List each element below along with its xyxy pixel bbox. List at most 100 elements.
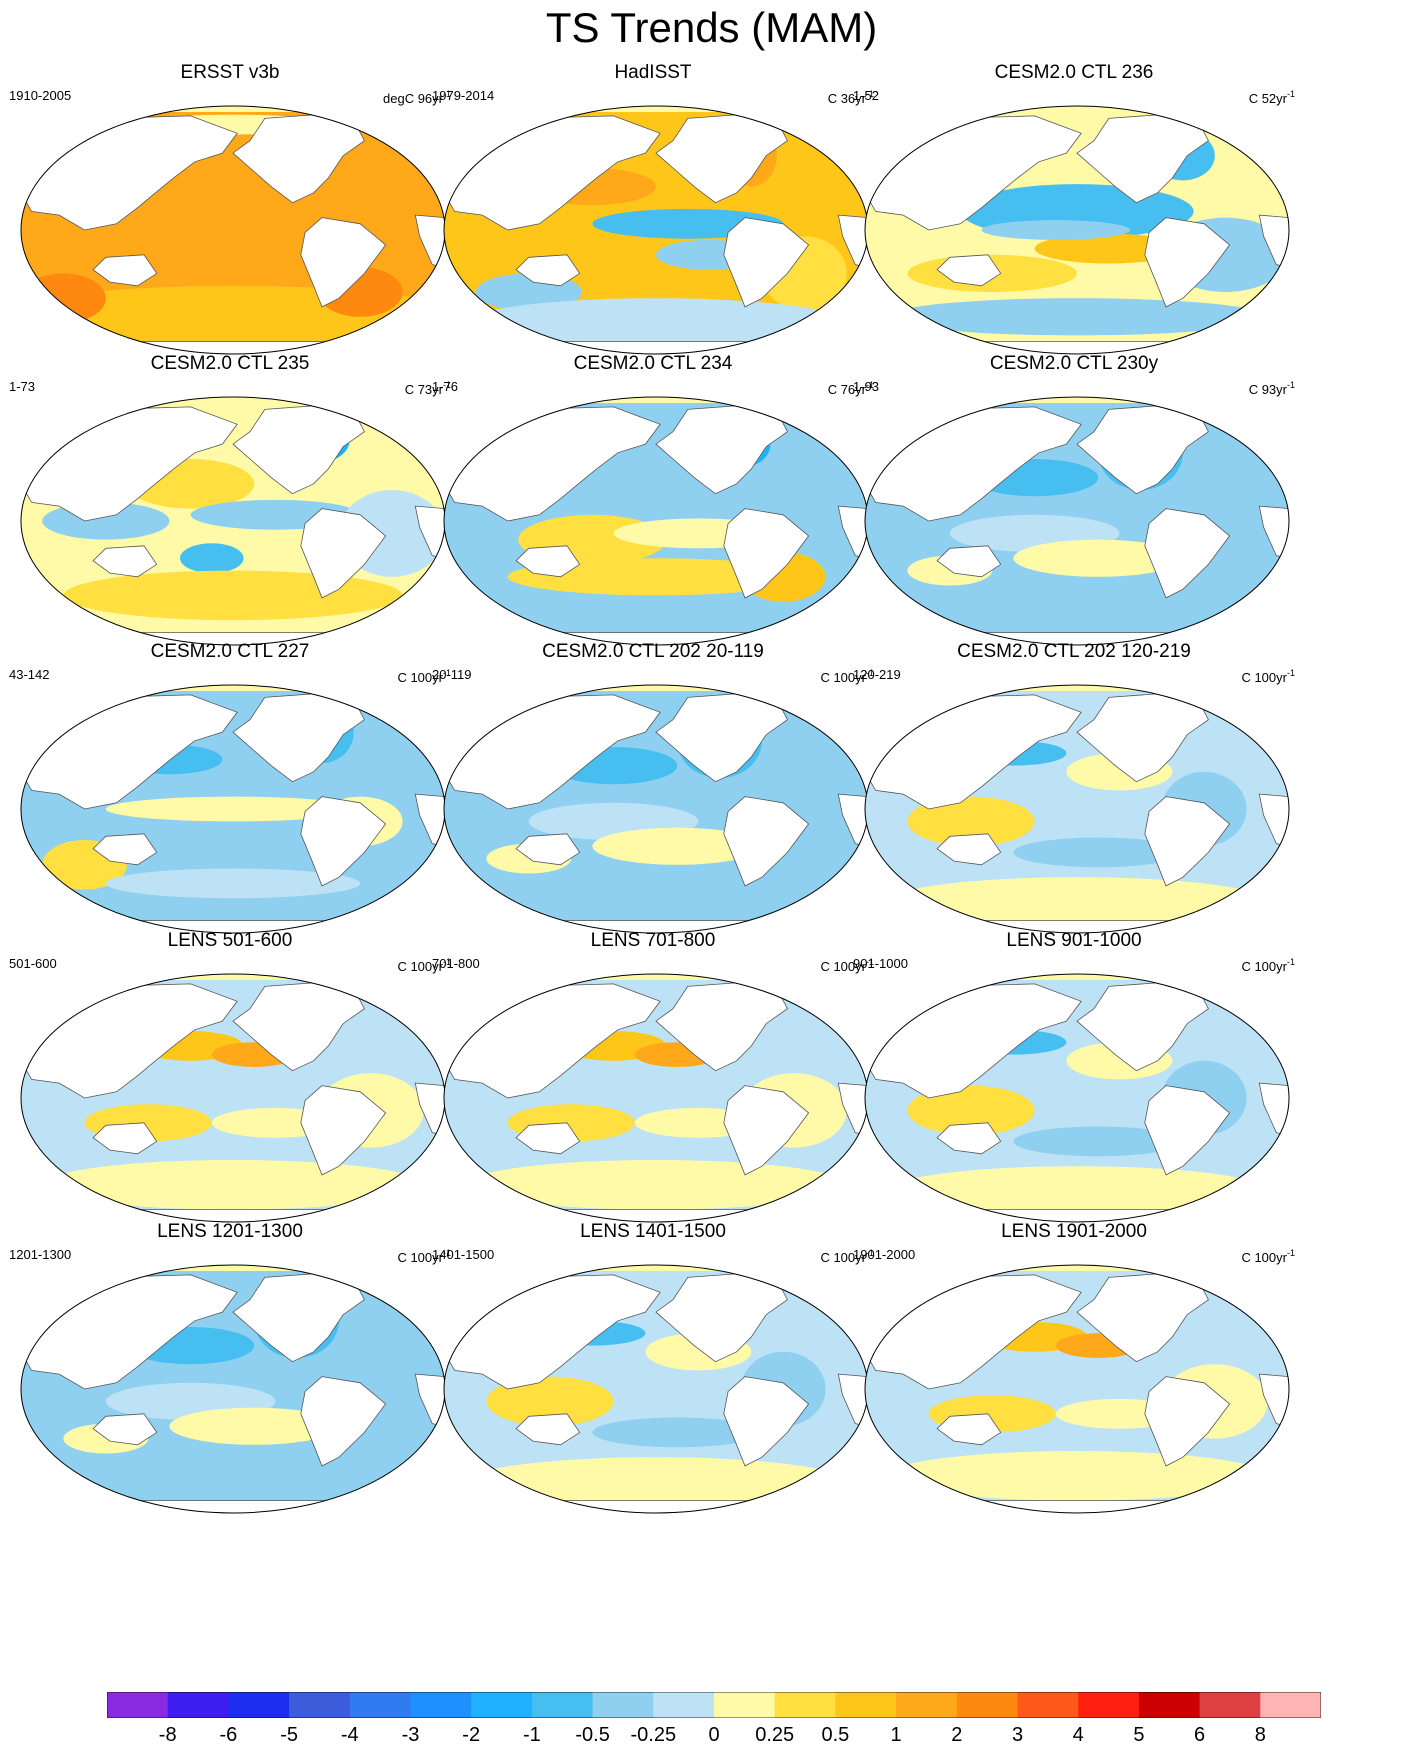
trend-region: [1013, 539, 1183, 577]
trend-region: [42, 1457, 424, 1507]
landmass-australia: [515, 1122, 581, 1155]
landmass-samerica: [723, 1376, 810, 1467]
panel-units-text: C 100yr: [820, 1250, 866, 1265]
landmass-greenland: [1199, 690, 1237, 711]
colorbar-label: 2: [951, 1724, 963, 1746]
landmass-samerica: [1144, 508, 1231, 599]
colorbar-swatch: [956, 1692, 1018, 1718]
panel-period: 20-119: [432, 667, 472, 682]
colorbar-label: -2: [462, 1724, 481, 1746]
trend-region: [886, 1451, 1268, 1501]
landmass-australia: [515, 1413, 581, 1446]
colorbar-label: -0.5: [575, 1724, 610, 1746]
trend-region: [886, 1166, 1268, 1216]
landmass-samerica: [300, 217, 387, 308]
panel-units: C 76yr-1: [828, 375, 874, 400]
landmass-greenland: [778, 111, 816, 132]
trend-region: [105, 868, 361, 899]
panel-units-exponent: -1: [442, 1248, 451, 1258]
panel-units-text: degC 96yr: [383, 91, 443, 106]
trend-region: [21, 273, 106, 323]
trend-region: [465, 1160, 847, 1210]
landmass-australia: [936, 545, 1002, 578]
world-map: [443, 105, 869, 355]
panel-units-exponent: -1: [1286, 668, 1295, 678]
colorbar-swatch: [228, 1692, 290, 1718]
landmass-namerica: [232, 979, 365, 1072]
colorbar-label: -8: [158, 1724, 177, 1746]
panel-units: C 100yr-1: [397, 1243, 451, 1268]
map-panel: CESM2.0 CTL 234 1-76 C 76yr-1: [423, 345, 883, 655]
panel-units-text: C 100yr: [1241, 670, 1287, 685]
colorbar-label: -4: [340, 1724, 359, 1746]
panel-units-text: C 52yr: [1248, 91, 1287, 106]
colorbar-swatch: [1017, 1692, 1079, 1718]
landmass-greenland: [778, 979, 816, 1000]
panel-period: 1979-2014: [432, 88, 495, 103]
panel-units-exponent: -1: [1286, 380, 1295, 390]
panel-units-text: C 100yr: [397, 959, 443, 974]
world-map: [864, 105, 1290, 355]
landmass-greenland: [778, 402, 816, 423]
landmass-australia: [92, 545, 158, 578]
landmass-samerica: [1144, 1085, 1231, 1176]
panel-units: C 100yr-1: [820, 952, 874, 977]
colorbar-label: 0.5: [821, 1724, 850, 1746]
landmass-samerica: [1144, 796, 1231, 887]
colorbar-label: 3: [1011, 1724, 1024, 1746]
colorbar-swatch: [896, 1692, 958, 1718]
landmass-australia: [936, 254, 1002, 287]
trend-region: [465, 298, 847, 348]
panel-units-exponent: -1: [442, 89, 451, 99]
landmass-samerica: [300, 796, 387, 887]
map-panel: CESM2.0 CTL 230y 1-93 C 93yr-1: [844, 345, 1304, 655]
trend-region: [180, 543, 244, 574]
map-panel: CESM2.0 CTL 202 20-119 20-119 C 100yr-1: [423, 633, 883, 943]
panel-units: C 100yr-1: [1241, 1243, 1295, 1268]
map-panel: CESM2.0 CTL 202 120-219 120-219 C 100yr-1: [844, 633, 1304, 943]
panel-title: LENS 901-1000: [1006, 930, 1142, 951]
colorbar-swatch: [107, 1692, 169, 1718]
panel-units-exponent: -1: [1286, 1248, 1295, 1258]
panel-title: CESM2.0 CTL 236: [994, 62, 1154, 83]
trend-region: [592, 827, 762, 865]
panel-units: C 93yr-1: [1249, 375, 1295, 400]
landmass-antarctica: [486, 1500, 826, 1513]
world-map: [864, 1264, 1290, 1514]
map-panel: LENS 1401-1500 1401-1500 C 100yr-1: [423, 1213, 883, 1523]
landmass-namerica: [655, 690, 788, 783]
landmass-namerica: [1076, 402, 1209, 495]
landmass-greenland: [778, 690, 816, 711]
trend-region: [907, 1085, 1035, 1136]
landmass-namerica: [1076, 690, 1209, 783]
landmass-australia: [515, 833, 581, 866]
panel-period: 1910-2005: [9, 88, 72, 103]
panel-title: ERSST v3b: [180, 62, 280, 83]
colorbar-swatch: [167, 1692, 229, 1718]
panel-units-text: C 36yr: [827, 91, 866, 106]
landmass-samerica: [300, 508, 387, 599]
landmass-namerica: [1076, 1270, 1209, 1363]
landmass-namerica: [655, 111, 788, 204]
panel-period: 1201-1300: [9, 1247, 72, 1262]
trend-region: [981, 220, 1130, 240]
panel-period: 901-1000: [853, 956, 908, 971]
trend-region: [1013, 1126, 1183, 1157]
colorbar-swatch: [1138, 1692, 1201, 1718]
landmass-samerica: [1144, 1376, 1231, 1467]
panel-title: LENS 1401-1500: [580, 1221, 726, 1242]
landmass-namerica: [232, 111, 365, 204]
colorbar-swatch: [471, 1692, 533, 1718]
colorbar-swatch: [835, 1692, 897, 1718]
trend-region: [42, 1160, 424, 1210]
panel-units-text: C 76yr: [827, 382, 866, 397]
landmass-greenland: [355, 111, 393, 132]
world-map: [864, 396, 1290, 646]
panel-units: degC 96yr-1: [383, 84, 451, 109]
trend-region: [465, 877, 847, 927]
colorbar-swatch: [1260, 1692, 1321, 1718]
panel-units-exponent: -1: [442, 957, 451, 967]
panel-period: 1901-2000: [853, 1247, 916, 1262]
panel-title: CESM2.0 CTL 230y: [989, 353, 1159, 374]
panel-units: C 73yr-1: [405, 375, 451, 400]
